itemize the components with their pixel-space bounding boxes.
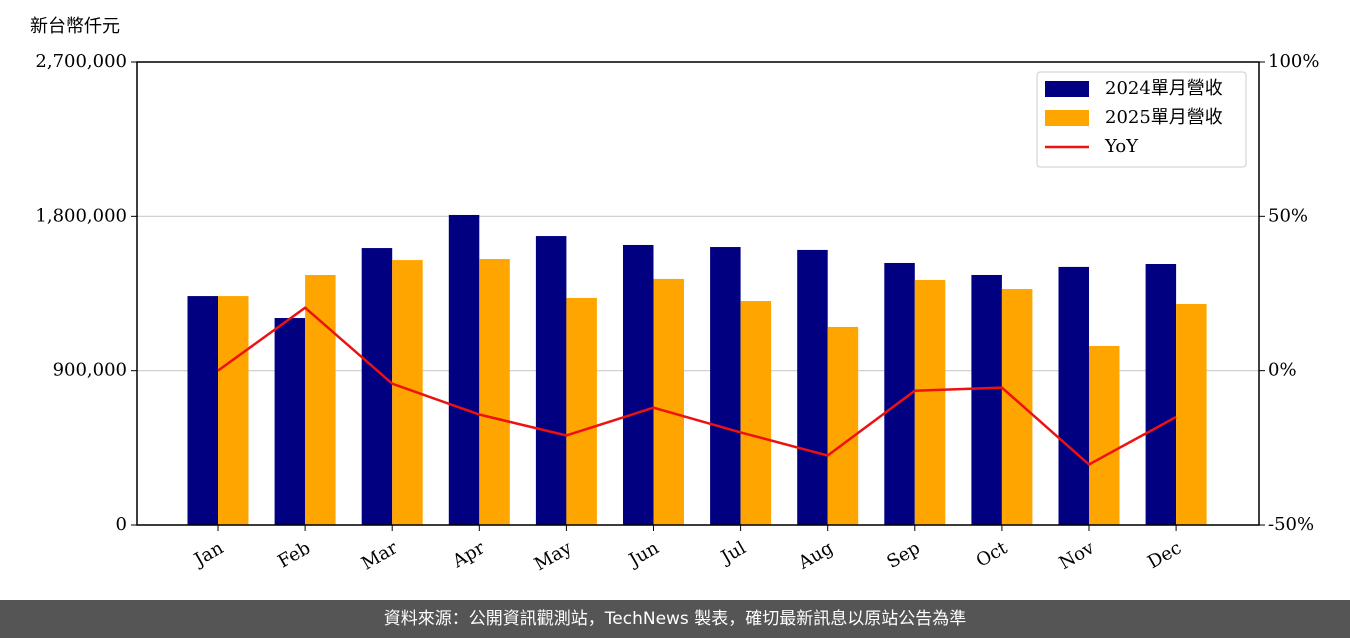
x-tick-label: May xyxy=(531,537,576,575)
legend-swatch xyxy=(1045,110,1089,126)
bar xyxy=(797,249,828,525)
y-tick-label: 0 xyxy=(116,514,127,535)
bar xyxy=(1089,345,1120,525)
bar xyxy=(740,301,772,525)
y-axis-label: 新台幣仟元 xyxy=(30,16,120,37)
legend-box xyxy=(1036,71,1247,168)
y-tick-label: 900,000 xyxy=(53,360,127,381)
bar xyxy=(623,244,654,525)
bar xyxy=(971,274,1002,525)
y2-tick-label: 0% xyxy=(1268,360,1297,381)
x-tick-label: Sep xyxy=(883,537,923,572)
legend-swatch xyxy=(1045,81,1089,97)
bar xyxy=(1176,303,1207,525)
y2-tick-label: 50% xyxy=(1268,205,1308,226)
bar xyxy=(653,278,684,525)
bar xyxy=(566,297,597,525)
bar xyxy=(1001,289,1033,525)
x-tick-label: Nov xyxy=(1056,537,1099,574)
bar xyxy=(305,274,336,525)
y-tick-label: 1,800,000 xyxy=(35,205,127,226)
y2-tick-label: -50% xyxy=(1268,514,1314,535)
bar xyxy=(361,248,393,525)
x-tick-label: Aug xyxy=(794,537,837,574)
legend-label: YoY xyxy=(1104,136,1139,157)
legend-label: 2024單月營收 xyxy=(1105,78,1223,99)
bar xyxy=(827,326,859,525)
x-tick-label: Apr xyxy=(448,537,488,572)
footer: 資料來源：公開資訊觀測站，TechNews 製表，確切最新訊息以原站公告為準 xyxy=(0,600,1350,638)
x-tick-label: Dec xyxy=(1144,537,1185,573)
bar xyxy=(710,247,741,526)
legend-label: 2025單月營收 xyxy=(1105,107,1223,128)
x-tick-label: Feb xyxy=(274,537,314,572)
yoy-line xyxy=(217,306,1177,467)
bar xyxy=(1058,266,1089,525)
y-tick-label: 2,700,000 xyxy=(35,51,127,72)
bar xyxy=(1145,264,1177,525)
x-tick-label: Oct xyxy=(973,537,1012,572)
bar xyxy=(914,279,946,525)
bar xyxy=(448,214,480,525)
bar xyxy=(535,236,567,525)
bar xyxy=(274,318,306,525)
chart: 新台幣仟元 0 900,000 1,800,000 2,700,000 -50% 0% 50… xyxy=(30,16,1319,575)
plot-frame xyxy=(136,61,1260,526)
x-tick-label: Jun xyxy=(624,537,663,572)
bar xyxy=(187,296,218,525)
bar xyxy=(218,296,249,525)
x-tick-label: Jul xyxy=(716,537,750,569)
x-tick-label: Mar xyxy=(358,537,402,574)
y2-tick-label: 100% xyxy=(1268,51,1319,72)
bar xyxy=(479,259,510,525)
x-tick-label: Jan xyxy=(189,537,227,571)
